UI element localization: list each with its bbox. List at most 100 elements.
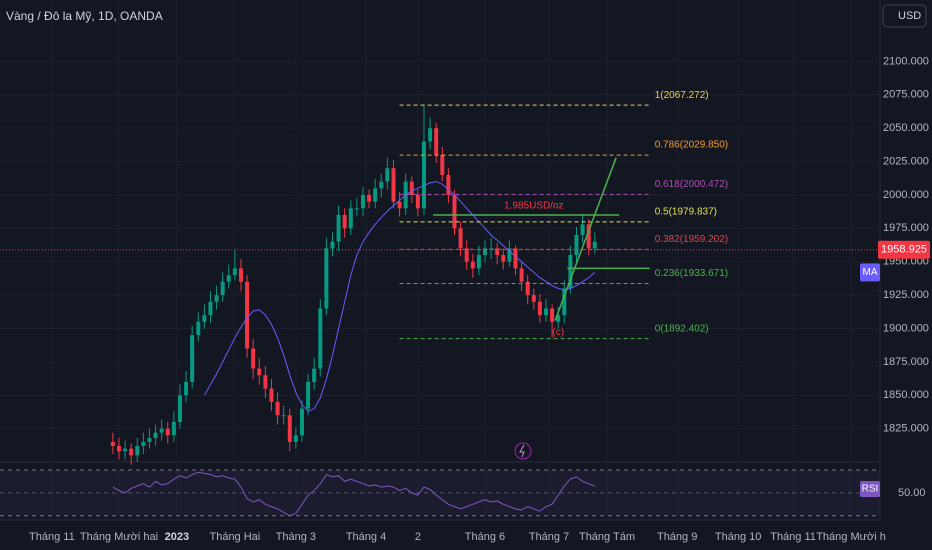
candle-body [360, 194, 365, 209]
rsi-badge-label: RSI [862, 484, 879, 495]
candle-body [238, 268, 243, 282]
ma-badge [860, 263, 880, 282]
main-pane [110, 104, 650, 465]
candle-body [147, 437, 152, 442]
candle-body [525, 281, 530, 296]
candle-body [129, 448, 134, 456]
candle-body [507, 248, 512, 262]
fib-label: 0(1892.402) [655, 323, 709, 334]
candle-body [495, 248, 500, 256]
y-tick-label: 2000.000 [883, 189, 929, 201]
candle-body [171, 421, 176, 436]
candle-body [556, 315, 561, 322]
candle-body [354, 208, 359, 210]
fib-label: 0.382(1959.202) [655, 234, 728, 245]
candle-body [373, 188, 378, 202]
candle-body [562, 288, 567, 316]
candle-body [306, 381, 311, 409]
candle-body [165, 428, 170, 436]
current-price-badge [878, 240, 930, 259]
y-tick-label: 2025.000 [883, 155, 929, 167]
x-tick-label: Tháng 11 [770, 531, 816, 543]
y-tick-label: 1875.000 [883, 356, 929, 368]
grid [0, 0, 880, 520]
candle-body [312, 368, 317, 382]
candle-body [202, 315, 207, 322]
candle-body [159, 428, 164, 433]
candle-body [336, 214, 341, 242]
candle-body [153, 432, 158, 438]
candle-body [428, 128, 433, 142]
candle-body [501, 255, 506, 262]
rsi-line [112, 471, 595, 517]
candle-body [251, 348, 256, 369]
x-tick-label: Tháng Tám [579, 531, 635, 543]
candle-body [550, 308, 555, 322]
candle-body [110, 441, 115, 446]
candle-body [379, 181, 384, 189]
fib-label: 1(2067.272) [655, 90, 709, 101]
ma-badge-label: MA [863, 267, 878, 278]
candle-body [574, 235, 579, 256]
x-tick-label: Tháng 3 [276, 531, 316, 543]
candle-body [269, 388, 274, 402]
candle-body [580, 224, 585, 236]
y-tick-label: 1825.000 [883, 423, 929, 435]
candle-body [391, 168, 396, 202]
candle-body [385, 168, 390, 182]
candle-body [537, 301, 542, 316]
x-tick-label: Tháng 7 [529, 531, 569, 543]
candle-body [592, 241, 597, 249]
candle-body [318, 308, 323, 369]
x-tick-label: Tháng 11 [29, 531, 75, 543]
candle-body [446, 174, 451, 195]
trend-line [554, 157, 617, 321]
y-tick-label: 2100.000 [883, 55, 929, 67]
chart-title: Vàng / Đô la Mỹ, 1D, OANDA [6, 9, 163, 23]
y-tick-label: 2050.000 [883, 122, 929, 134]
candle-body [281, 415, 286, 417]
candle-body [342, 214, 347, 229]
candle-body [177, 395, 182, 422]
currency-button[interactable] [882, 4, 927, 28]
y-tick-label: 2075.000 [883, 89, 929, 101]
current-price-label: 1958.925 [881, 244, 927, 256]
candle-body [263, 375, 268, 389]
candle-body [245, 281, 250, 349]
x-tick-label: Tháng Hai [209, 531, 260, 543]
candle-body [568, 255, 573, 289]
y-tick-label: 1850.000 [883, 389, 929, 401]
candle-body [299, 408, 304, 436]
candle-body [257, 368, 262, 376]
candle-body [184, 381, 189, 396]
y-tick-label: 1900.000 [883, 322, 929, 334]
candle-body [470, 261, 475, 269]
candle-body [513, 248, 518, 269]
candle-body [464, 248, 469, 262]
x-tick-label: Tháng Mười h [816, 531, 886, 543]
candle-body [220, 281, 225, 296]
x-tick-label: 2 [415, 531, 421, 543]
candle-body [324, 248, 329, 309]
y-tick-label: 1975.000 [883, 222, 929, 234]
candle-body [293, 435, 298, 442]
x-tick-label: Tháng Mười hai [80, 531, 158, 543]
currency-label[interactable]: USD [898, 10, 921, 22]
candle-body [208, 301, 213, 316]
x-tick-label: 2023 [165, 531, 189, 543]
candle-body [519, 268, 524, 282]
candle-body [415, 194, 420, 209]
annotation: (c) [552, 327, 564, 338]
fib-label: 0.5(1979.837) [655, 207, 717, 218]
candle-body [330, 241, 335, 249]
fib-label: 0.786(2029.850) [655, 140, 728, 151]
candle-body [440, 154, 445, 175]
candle-body [275, 401, 280, 416]
candle-body [397, 201, 402, 209]
x-tick-label: Tháng 10 [715, 531, 761, 543]
event-icon[interactable] [514, 442, 532, 460]
